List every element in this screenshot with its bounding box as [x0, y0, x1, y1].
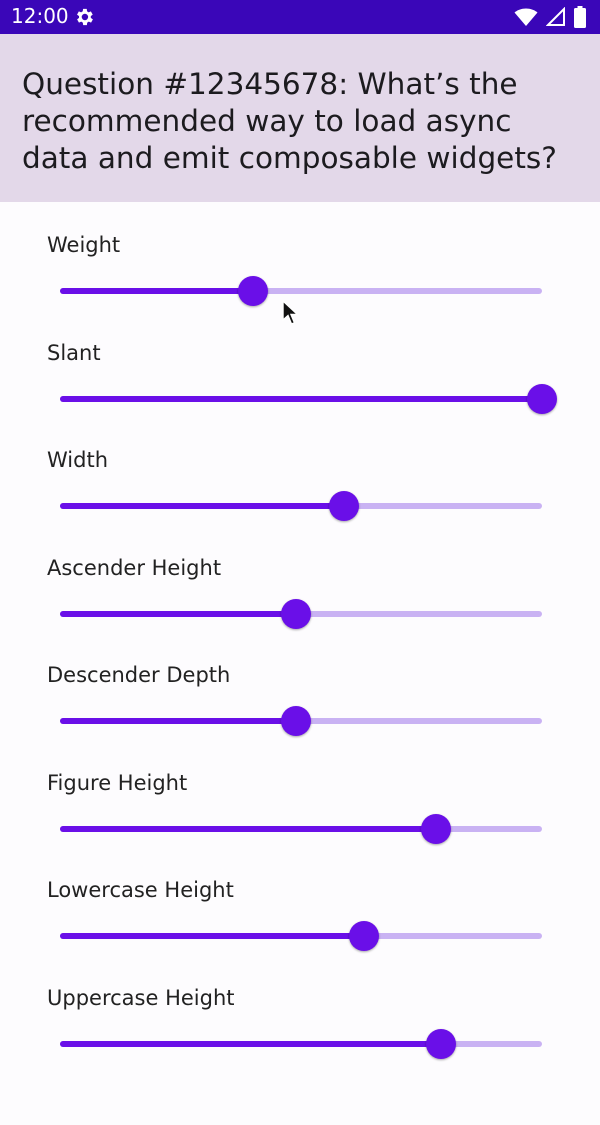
- slider-thumb[interactable]: [281, 706, 312, 736]
- slider-label: Uppercase Height: [47, 985, 235, 1010]
- slider-row: Descender Depth: [0, 663, 600, 771]
- slider-label: Width: [47, 448, 109, 472]
- slider-label: Lowercase Height: [47, 878, 234, 902]
- slider-row: Figure Height: [0, 771, 600, 879]
- slider-track[interactable]: [60, 706, 542, 736]
- wifi-icon: [514, 7, 538, 27]
- slider-thumb[interactable]: [425, 1028, 456, 1059]
- slider-track-active: [60, 610, 297, 617]
- slider-label: Ascender Height: [47, 555, 222, 580]
- slider-track[interactable]: [60, 276, 542, 306]
- slider-track[interactable]: [60, 1028, 542, 1059]
- slider-track-active: [60, 503, 345, 509]
- slider-row: Ascender Height: [0, 556, 600, 664]
- gear-icon: [73, 6, 95, 28]
- slider-track[interactable]: [60, 491, 542, 521]
- page-title: Question #12345678: What’s the recommend…: [22, 67, 557, 175]
- slider-track-active: [60, 718, 297, 724]
- slider-label: Slant: [47, 340, 101, 365]
- slider-label: Figure Height: [47, 770, 188, 795]
- slider-track-active: [60, 1040, 441, 1047]
- slider-label: Weight: [47, 233, 121, 257]
- status-time: 12:00: [11, 4, 69, 28]
- slider-track-active: [60, 933, 364, 939]
- battery-icon: [574, 6, 586, 28]
- slider-track-active: [60, 825, 436, 832]
- slider-track-active: [60, 288, 253, 294]
- slider-row: Width: [0, 448, 600, 556]
- slider-row: Uppercase Height: [0, 986, 600, 1094]
- slider-track-inactive: [60, 288, 542, 294]
- slider-label: Descender Depth: [47, 663, 231, 687]
- slider-row: Slant: [0, 341, 600, 449]
- slider-thumb[interactable]: [329, 491, 360, 521]
- slider-track[interactable]: [60, 383, 557, 414]
- slider-thumb[interactable]: [527, 383, 557, 414]
- signal-icon: [546, 7, 566, 27]
- slider-track[interactable]: [60, 813, 542, 844]
- slider-track-active: [60, 395, 542, 402]
- mouse-cursor-icon: [282, 299, 300, 326]
- slider-track[interactable]: [60, 598, 542, 629]
- slider-thumb[interactable]: [420, 813, 451, 844]
- slider-row: Lowercase Height: [0, 878, 600, 986]
- status-bar: 12:00: [0, 0, 600, 34]
- slider-thumb[interactable]: [281, 598, 312, 629]
- slider-track[interactable]: [60, 921, 542, 951]
- slider-thumb[interactable]: [348, 921, 379, 951]
- header: [0, 34, 600, 202]
- slider-row: Weight: [0, 233, 600, 341]
- slider-thumb[interactable]: [237, 276, 268, 306]
